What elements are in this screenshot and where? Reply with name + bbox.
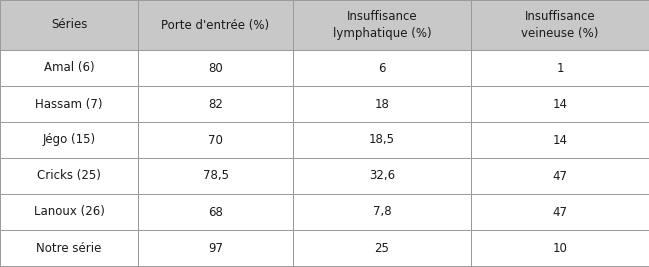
Bar (138, 194, 293, 230)
Bar (293, 194, 471, 230)
Text: 18: 18 (374, 97, 389, 111)
Text: 70: 70 (208, 134, 223, 147)
Text: 78,5: 78,5 (202, 170, 228, 183)
Text: 1: 1 (556, 61, 564, 74)
Bar (293, 86, 471, 122)
Text: 10: 10 (552, 241, 567, 254)
Text: 25: 25 (374, 241, 389, 254)
Text: 82: 82 (208, 97, 223, 111)
Bar (0, 194, 138, 230)
Text: 32,6: 32,6 (369, 170, 395, 183)
Text: 14: 14 (552, 134, 567, 147)
Bar (0, 86, 138, 122)
Text: 6: 6 (378, 61, 386, 74)
Bar (0, 158, 138, 194)
Bar (0, 50, 138, 86)
Bar (0, 230, 138, 266)
Text: 7,8: 7,8 (373, 206, 391, 218)
Text: Amal (6): Amal (6) (43, 61, 94, 74)
Bar (293, 230, 471, 266)
Text: Séries: Séries (51, 18, 87, 32)
Text: Insuffisance
lymphatique (%): Insuffisance lymphatique (%) (333, 10, 432, 40)
Text: 47: 47 (552, 206, 567, 218)
Bar (0, 122, 138, 158)
Text: Insuffisance
veineuse (%): Insuffisance veineuse (%) (521, 10, 598, 40)
Bar (138, 50, 293, 86)
Bar (471, 50, 649, 86)
Bar (471, 230, 649, 266)
Text: Hassam (7): Hassam (7) (35, 97, 103, 111)
Text: 97: 97 (208, 241, 223, 254)
Bar (138, 0, 293, 50)
Bar (293, 158, 471, 194)
Bar (293, 0, 471, 50)
Bar (471, 86, 649, 122)
Text: Notre série: Notre série (36, 241, 102, 254)
Bar (293, 50, 471, 86)
Bar (471, 194, 649, 230)
Bar (138, 230, 293, 266)
Bar (293, 122, 471, 158)
Bar (471, 0, 649, 50)
Text: 68: 68 (208, 206, 223, 218)
Text: 80: 80 (208, 61, 223, 74)
Bar (138, 122, 293, 158)
Bar (471, 158, 649, 194)
Bar (0, 0, 138, 50)
Text: Jégo (15): Jégo (15) (42, 134, 95, 147)
Text: 18,5: 18,5 (369, 134, 395, 147)
Bar (138, 86, 293, 122)
Text: 47: 47 (552, 170, 567, 183)
Text: Lanoux (26): Lanoux (26) (34, 206, 104, 218)
Text: Cricks (25): Cricks (25) (37, 170, 101, 183)
Bar (138, 158, 293, 194)
Text: Porte d'entrée (%): Porte d'entrée (%) (162, 18, 269, 32)
Text: 14: 14 (552, 97, 567, 111)
Bar (471, 122, 649, 158)
